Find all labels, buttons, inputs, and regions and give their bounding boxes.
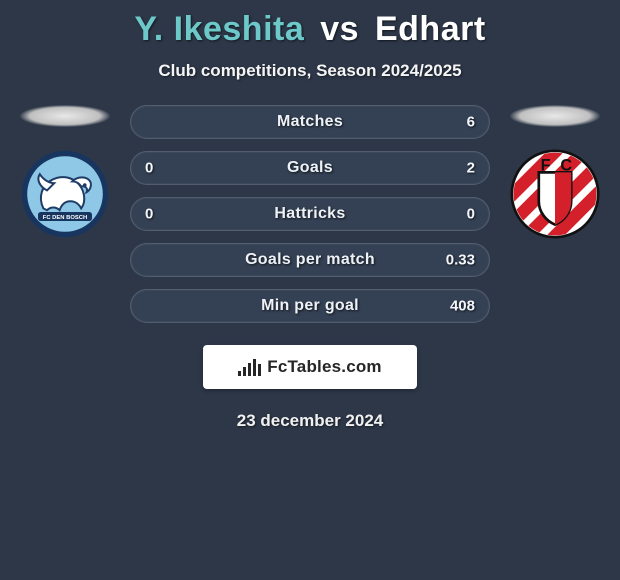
stat-row-matches: Matches 6 — [130, 105, 490, 139]
brand-text: FcTables.com — [267, 357, 382, 377]
subtitle: Club competitions, Season 2024/2025 — [0, 61, 620, 81]
stat-label: Goals — [287, 159, 333, 177]
fc-den-bosch-crest: FC DEN BOSCH — [20, 149, 110, 239]
brand-badge: FcTables.com — [203, 345, 417, 389]
svg-text:C: C — [560, 157, 572, 175]
player2-silhouette — [510, 105, 600, 127]
stats-column: Matches 6 0 Goals 2 0 Hattricks 0 Goals … — [130, 105, 490, 323]
svg-text:FC DEN BOSCH: FC DEN BOSCH — [43, 215, 87, 221]
stat-label: Hattricks — [274, 205, 345, 223]
stat-left-value: 0 — [145, 206, 153, 223]
stat-left-value: 0 — [145, 160, 153, 177]
player1-silhouette — [20, 105, 110, 127]
vs-label: vs — [320, 10, 359, 48]
player2-name: Edhart — [375, 10, 486, 48]
page-title: Y. Ikeshita vs Edhart — [0, 10, 620, 49]
stat-row-hattricks: 0 Hattricks 0 — [130, 197, 490, 231]
left-side: FC DEN BOSCH — [10, 105, 120, 239]
right-side: F C — [500, 105, 610, 239]
stat-row-goals: 0 Goals 2 — [130, 151, 490, 185]
stat-right-value: 0 — [467, 206, 475, 223]
stat-right-value: 6 — [467, 114, 475, 131]
fc-utrecht-crest: F C — [510, 149, 600, 239]
stat-right-value: 408 — [450, 298, 475, 315]
stat-row-goals-per-match: Goals per match 0.33 — [130, 243, 490, 277]
stat-label: Min per goal — [261, 297, 359, 315]
svg-text:F: F — [541, 157, 551, 175]
stat-right-value: 2 — [467, 160, 475, 177]
stat-label: Goals per match — [245, 251, 375, 269]
stat-label: Matches — [277, 113, 343, 131]
main-row: FC DEN BOSCH Matches 6 0 Goals 2 0 Hattr… — [0, 105, 620, 323]
comparison-card: Y. Ikeshita vs Edhart Club competitions,… — [0, 0, 620, 441]
player1-name: Y. Ikeshita — [134, 10, 304, 48]
bar-chart-icon — [238, 358, 261, 376]
date-label: 23 december 2024 — [0, 411, 620, 431]
stat-row-min-per-goal: Min per goal 408 — [130, 289, 490, 323]
stat-right-value: 0.33 — [446, 252, 475, 269]
